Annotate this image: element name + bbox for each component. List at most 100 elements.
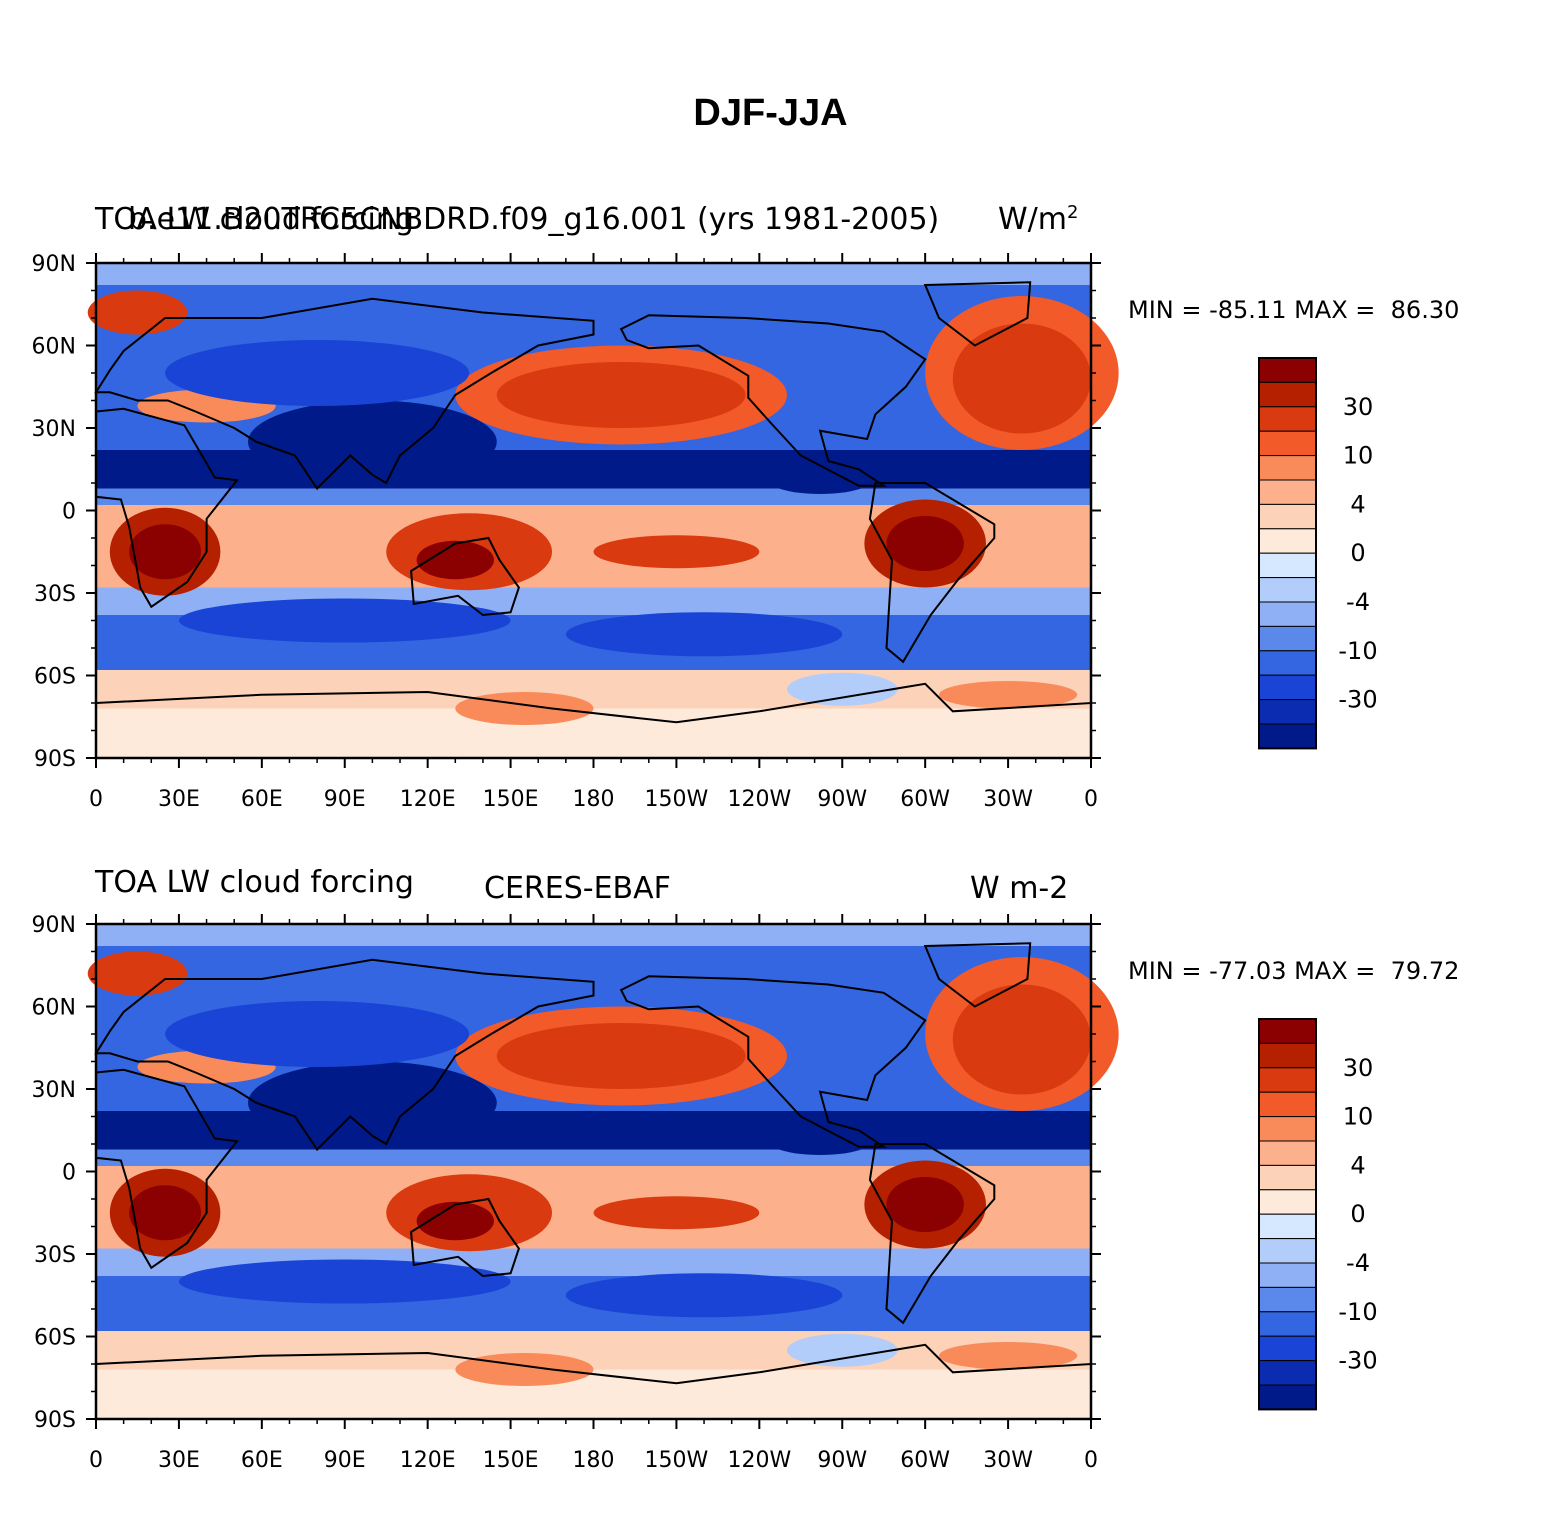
map-plot: 90N 60N 30N 0 30S 60S 90S 0 30E 60E 90E 120E 150E 180… bbox=[32, 913, 1378, 1473]
colorbar-swatch bbox=[1258, 1360, 1317, 1386]
lon-tick-label: 90W bbox=[817, 1448, 867, 1473]
lon-tick-label: 60E bbox=[241, 787, 283, 812]
colorbar-swatch bbox=[1258, 625, 1317, 652]
lon-tick-label: 0 bbox=[89, 1448, 103, 1473]
map-plot: 90N 60N 30N 0 30S 60S 90S 0 30E 60E 90E 120E 150E 180… bbox=[32, 252, 1378, 812]
colorbar-label: 30 bbox=[1343, 1054, 1374, 1082]
lon-tick-label: 30W bbox=[983, 787, 1033, 812]
lat-tick-label: 30N bbox=[32, 1078, 76, 1103]
south-pacific-negative bbox=[565, 1273, 843, 1318]
coastline-greenland bbox=[923, 281, 1032, 347]
field-band bbox=[96, 1331, 1091, 1370]
amazon-max bbox=[886, 1177, 964, 1232]
coastline-europe-asia bbox=[94, 958, 595, 1152]
lat-tick-label: 30S bbox=[34, 1243, 76, 1268]
south-indian-negative bbox=[178, 1259, 511, 1304]
colorbar-swatch bbox=[1258, 1116, 1317, 1142]
colorbar: 30 10 4 0 -4 -10 -30 bbox=[1258, 357, 1378, 750]
lat-tick-label: 60N bbox=[32, 996, 76, 1021]
colorbar-swatch bbox=[1258, 357, 1317, 383]
colorbar-swatch bbox=[1258, 1018, 1317, 1044]
field-band bbox=[96, 1149, 1091, 1166]
australia-max bbox=[416, 1201, 494, 1241]
norwegian-sea-anomaly bbox=[87, 951, 188, 996]
lon-tick-label: 120W bbox=[727, 787, 791, 812]
colorbar-swatch bbox=[1258, 1384, 1317, 1410]
colorbar-swatch bbox=[1258, 1091, 1317, 1118]
field-band bbox=[96, 263, 1091, 285]
panel-left-title: TOA LW cloud forcing bbox=[95, 865, 414, 900]
colorbar-frame bbox=[1258, 1018, 1317, 1411]
coastline-south-america bbox=[868, 1143, 996, 1325]
asia-monsoon bbox=[248, 1061, 497, 1144]
south-pacific-negative bbox=[565, 612, 843, 657]
colorbar-swatch bbox=[1258, 503, 1317, 530]
colorbar-swatch bbox=[1258, 699, 1317, 725]
lon-tick-label: 90E bbox=[324, 787, 366, 812]
north-atlantic-core bbox=[952, 984, 1091, 1095]
min-max-label: MIN = -77.03 MAX = 79.72 bbox=[1128, 957, 1460, 985]
field-band bbox=[96, 488, 1091, 505]
coastline-africa bbox=[95, 407, 239, 609]
north-pacific-core bbox=[496, 1023, 746, 1089]
lon-tick-label: 60W bbox=[900, 1448, 950, 1473]
north-atlantic-core bbox=[952, 323, 1091, 434]
lon-tick-label: 90W bbox=[817, 787, 867, 812]
colorbar-swatch bbox=[1258, 1262, 1317, 1288]
colorbar-swatch bbox=[1258, 479, 1317, 505]
lon-tick-label: 150E bbox=[483, 1448, 539, 1473]
field-band bbox=[96, 450, 1091, 489]
coastline-australia bbox=[410, 536, 521, 617]
lon-tick-label: 30E bbox=[158, 1448, 200, 1473]
colorbar-label: 4 bbox=[1350, 1151, 1365, 1179]
coastline-australia bbox=[410, 1197, 521, 1278]
coastline-europe-asia bbox=[94, 297, 595, 491]
colorbar-swatch bbox=[1258, 430, 1317, 457]
australia-max bbox=[416, 540, 494, 580]
lat-tick-label: 90S bbox=[34, 1408, 76, 1433]
colorbar-swatch bbox=[1258, 552, 1317, 579]
panel-center-title: CERES-EBAF bbox=[484, 871, 671, 906]
lon-tick-label: 30E bbox=[158, 787, 200, 812]
lon-tick-label: 150E bbox=[483, 787, 539, 812]
lon-tick-label: 150W bbox=[645, 1448, 709, 1473]
lon-tick-label: 0 bbox=[1084, 787, 1098, 812]
lat-tick-label: 30N bbox=[32, 417, 76, 442]
colorbar-label: 30 bbox=[1343, 393, 1374, 421]
colorbar-swatch bbox=[1258, 406, 1317, 432]
lon-tick-label: 0 bbox=[89, 787, 103, 812]
africa-max bbox=[129, 1185, 202, 1241]
lon-tick-label: 120E bbox=[400, 787, 456, 812]
asia-monsoon bbox=[248, 400, 497, 483]
lon-tick-label: 150W bbox=[645, 787, 709, 812]
colorbar-swatch bbox=[1258, 1189, 1317, 1215]
siberia-negative bbox=[165, 1001, 470, 1067]
field-band bbox=[96, 1111, 1091, 1150]
colorbar-label: -30 bbox=[1338, 686, 1377, 714]
lat-tick-label: 60S bbox=[34, 665, 76, 690]
lon-tick-label: 60W bbox=[900, 787, 950, 812]
lon-tick-label: 180 bbox=[573, 787, 615, 812]
colorbar: 30 10 4 0 -4 -10 -30 bbox=[1258, 1018, 1378, 1411]
map-field bbox=[87, 263, 1119, 759]
lat-tick-label: 60S bbox=[34, 1326, 76, 1351]
lat-tick-label: 60N bbox=[32, 335, 76, 360]
colorbar-swatch bbox=[1258, 1164, 1317, 1191]
colorbar-swatch bbox=[1258, 528, 1317, 554]
weddell-anomaly bbox=[938, 681, 1078, 709]
coastline-north-america bbox=[619, 314, 927, 487]
lat-tick-label: 90S bbox=[34, 747, 76, 772]
siberia-negative bbox=[165, 340, 470, 406]
ross-sea-anomaly bbox=[455, 692, 594, 725]
colorbar-label: 0 bbox=[1350, 539, 1365, 567]
coastline-south-america bbox=[868, 482, 996, 664]
colorbar-swatch bbox=[1258, 1238, 1317, 1264]
ross-sea-anomaly bbox=[455, 1353, 594, 1386]
panel-case-title: b.e11.B20TRC5CNBDRD.f09_g16.001 (yrs 198… bbox=[128, 202, 940, 237]
spcz-anomaly bbox=[593, 535, 760, 569]
amundsen-negative bbox=[786, 1333, 898, 1367]
lat-tick-label: 90N bbox=[32, 913, 76, 938]
lon-tick-label: 180 bbox=[573, 1448, 615, 1473]
colorbar-label: -4 bbox=[1346, 588, 1370, 616]
lon-tick-label: 60E bbox=[241, 1448, 283, 1473]
